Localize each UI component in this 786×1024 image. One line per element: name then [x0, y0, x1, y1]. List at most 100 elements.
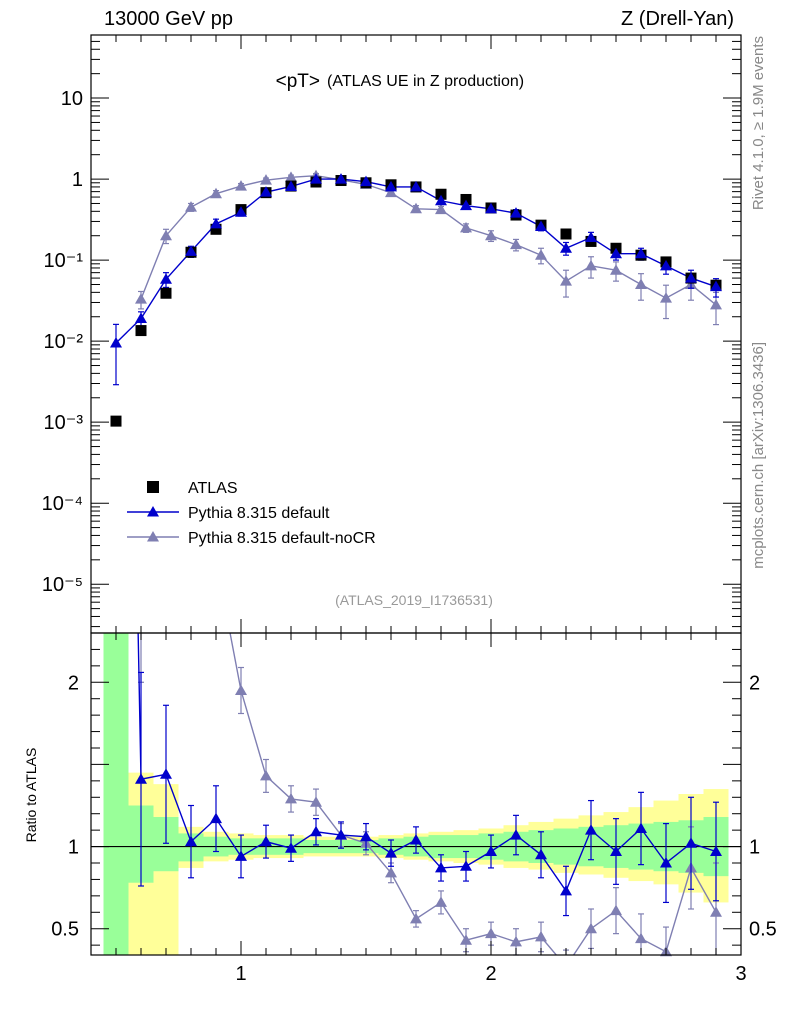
side-label-top: Rivet 4.1.0, ≥ 1.9M events — [750, 36, 767, 210]
default-point — [585, 231, 597, 243]
default-point — [485, 202, 497, 214]
ratio-default-point — [485, 845, 497, 856]
default-point — [710, 280, 722, 292]
atlas-data-point — [110, 415, 122, 427]
legend-marker-default — [147, 506, 159, 517]
ratio-band-inner — [103, 633, 129, 955]
ratio-default-point — [160, 768, 172, 779]
nocr-point — [460, 221, 472, 233]
ratio-nocr-point — [385, 866, 397, 878]
ratio-y-tick-label: 2 — [68, 672, 79, 694]
ratio-default-point — [335, 829, 347, 840]
ratio-default-point — [310, 825, 322, 837]
nocr-point — [260, 174, 272, 185]
ratio-nocr-point — [410, 912, 422, 924]
nocr-point — [610, 264, 622, 275]
ratio-x-tick-label: 2 — [485, 963, 496, 985]
default-point — [660, 259, 672, 271]
default-point — [410, 180, 422, 192]
default-point — [385, 180, 397, 192]
legend-label-default: Pythia 8.315 default — [188, 505, 330, 522]
ratio-default-point — [360, 830, 372, 842]
nocr-point — [510, 238, 522, 250]
nocr-point — [560, 275, 572, 286]
ratio-nocr-point — [610, 904, 622, 916]
ratio-plot-marks — [91, 633, 741, 957]
ratio-nocr-point — [435, 896, 447, 907]
ratio-nocr-point — [710, 906, 722, 917]
nocr-point — [160, 229, 172, 241]
nocr-point — [285, 171, 297, 182]
nocr-point — [435, 203, 447, 215]
ratio-default-point — [385, 847, 397, 858]
ratio-default-point — [510, 829, 522, 840]
axes: 1 2 3 10⁻⁵ 10⁻⁴ 10⁻³ 10⁻² 10⁻¹ 1 10 0.5 0.5 1 1 2 2 — [42, 34, 777, 985]
ratio-nocr-point — [260, 769, 272, 781]
ratio-nocr-point — [585, 922, 597, 934]
atlas-data-point — [435, 188, 447, 200]
ratio-y-tick-label-right: 0.5 — [749, 919, 777, 941]
ratio-default-point — [585, 824, 597, 835]
default-point — [610, 247, 622, 259]
default-point — [160, 273, 172, 284]
ratio-default-point — [610, 845, 622, 856]
legend-label-atlas: ATLAS — [188, 480, 238, 497]
ratio-default-point — [685, 837, 697, 848]
nocr-point — [585, 259, 597, 271]
default-point — [360, 175, 372, 187]
nocr-point — [660, 292, 672, 303]
main-y-tick-label: 1 — [72, 169, 83, 191]
atlas-data-point — [210, 223, 222, 235]
default-point — [685, 272, 697, 283]
ratio-nocr-point — [535, 930, 547, 942]
nocr-point — [185, 201, 197, 212]
ratio-x-tick-label: 1 — [235, 963, 246, 985]
main-y-tick-label: 10⁻² — [44, 331, 84, 353]
ratio-plot-frame — [90, 632, 742, 956]
plot-title-sub: (ATLAS UE in Z production) — [327, 73, 524, 90]
legend-label-nocr: Pythia 8.315 default-noCR — [188, 530, 376, 547]
default-point — [210, 217, 222, 229]
ratio-y-tick-label: 1 — [68, 837, 79, 859]
nocr-point — [485, 229, 497, 241]
legend-marker-atlas — [147, 481, 159, 493]
ratio-default-point — [285, 842, 297, 853]
side-label-bottom: mcplots.cern.ch [arXiv:1306.3436] — [750, 342, 767, 569]
ratio-default-point — [635, 822, 647, 833]
main-plot-marks — [110, 169, 722, 427]
atlas-data-point — [160, 287, 172, 299]
ratio-y-label: Ratio to ATLAS — [23, 748, 39, 843]
default-point — [460, 199, 472, 211]
ratio-x-tick-label: 3 — [735, 963, 746, 985]
default-point — [510, 207, 522, 218]
ratio-default-point — [660, 857, 672, 868]
default-point — [285, 180, 297, 191]
default-point — [235, 206, 247, 217]
nocr-line — [140, 175, 717, 306]
atlas-data-point — [460, 193, 472, 205]
ratio-default-point — [410, 834, 422, 845]
ratio-default-point — [560, 884, 572, 896]
right-title: Z (Drell-Yan) — [621, 8, 734, 30]
ratio-nocr-point — [235, 684, 247, 695]
default-point — [635, 247, 647, 259]
ratio-default-point — [135, 773, 147, 784]
ratio-default-point — [185, 835, 197, 847]
nocr-point — [635, 278, 647, 289]
ratio-default-point — [260, 835, 272, 847]
ratio-default-point — [535, 848, 547, 860]
ratio-nocr-point — [285, 792, 297, 804]
ratio-default-point — [235, 850, 247, 861]
ratio-default-point — [435, 861, 447, 873]
ratio-default-line — [137, 633, 717, 893]
ratio-y-tick-label-right: 1 — [749, 837, 760, 859]
ratio-y-tick-label-right: 2 — [749, 672, 760, 694]
main-y-tick-label: 10⁻⁴ — [42, 493, 83, 515]
nocr-point — [410, 202, 422, 214]
ratio-nocr-point — [485, 927, 497, 939]
nocr-point — [235, 180, 247, 191]
main-y-tick-label: 10⁻¹ — [44, 250, 84, 272]
default-point — [560, 242, 572, 253]
atlas-data-point — [560, 228, 572, 240]
analysis-tag: (ATLAS_2019_I1736531) — [335, 592, 493, 608]
